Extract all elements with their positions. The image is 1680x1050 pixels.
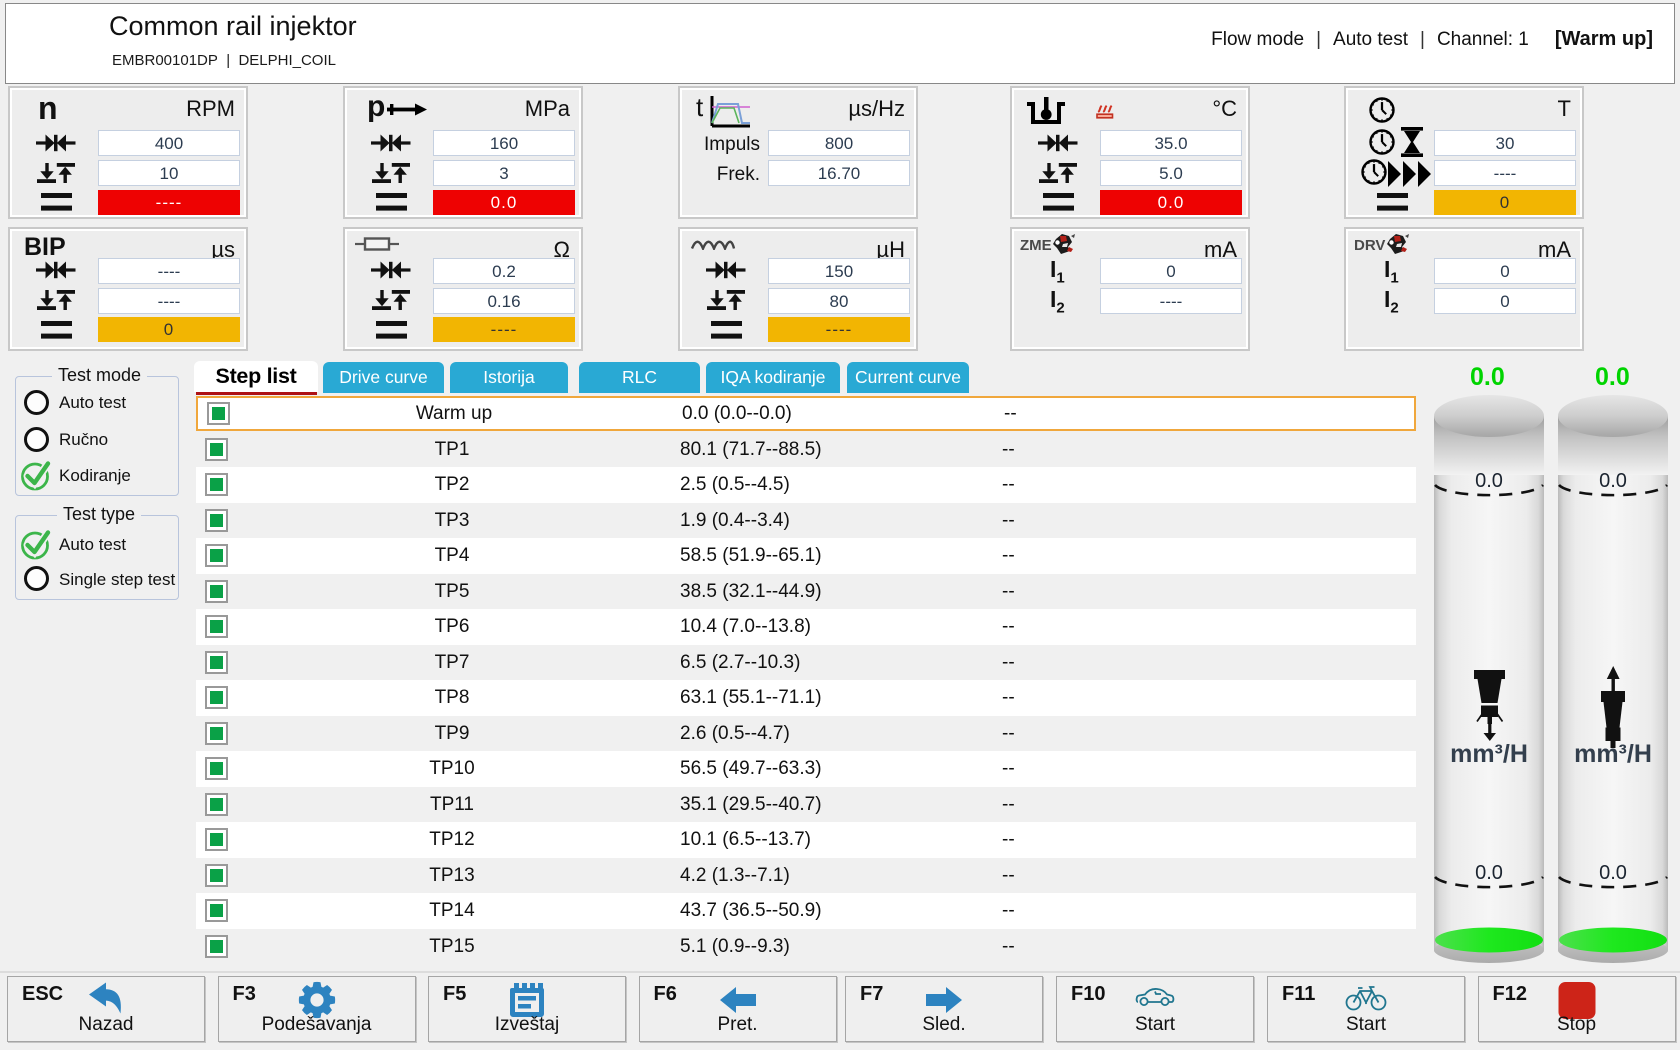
svg-text:0.0: 0.0 [1475, 470, 1503, 492]
svg-text:0.0: 0.0 [1475, 862, 1503, 884]
svg-text:0.0: 0.0 [1599, 862, 1627, 884]
svg-text:0.0: 0.0 [1599, 470, 1627, 492]
